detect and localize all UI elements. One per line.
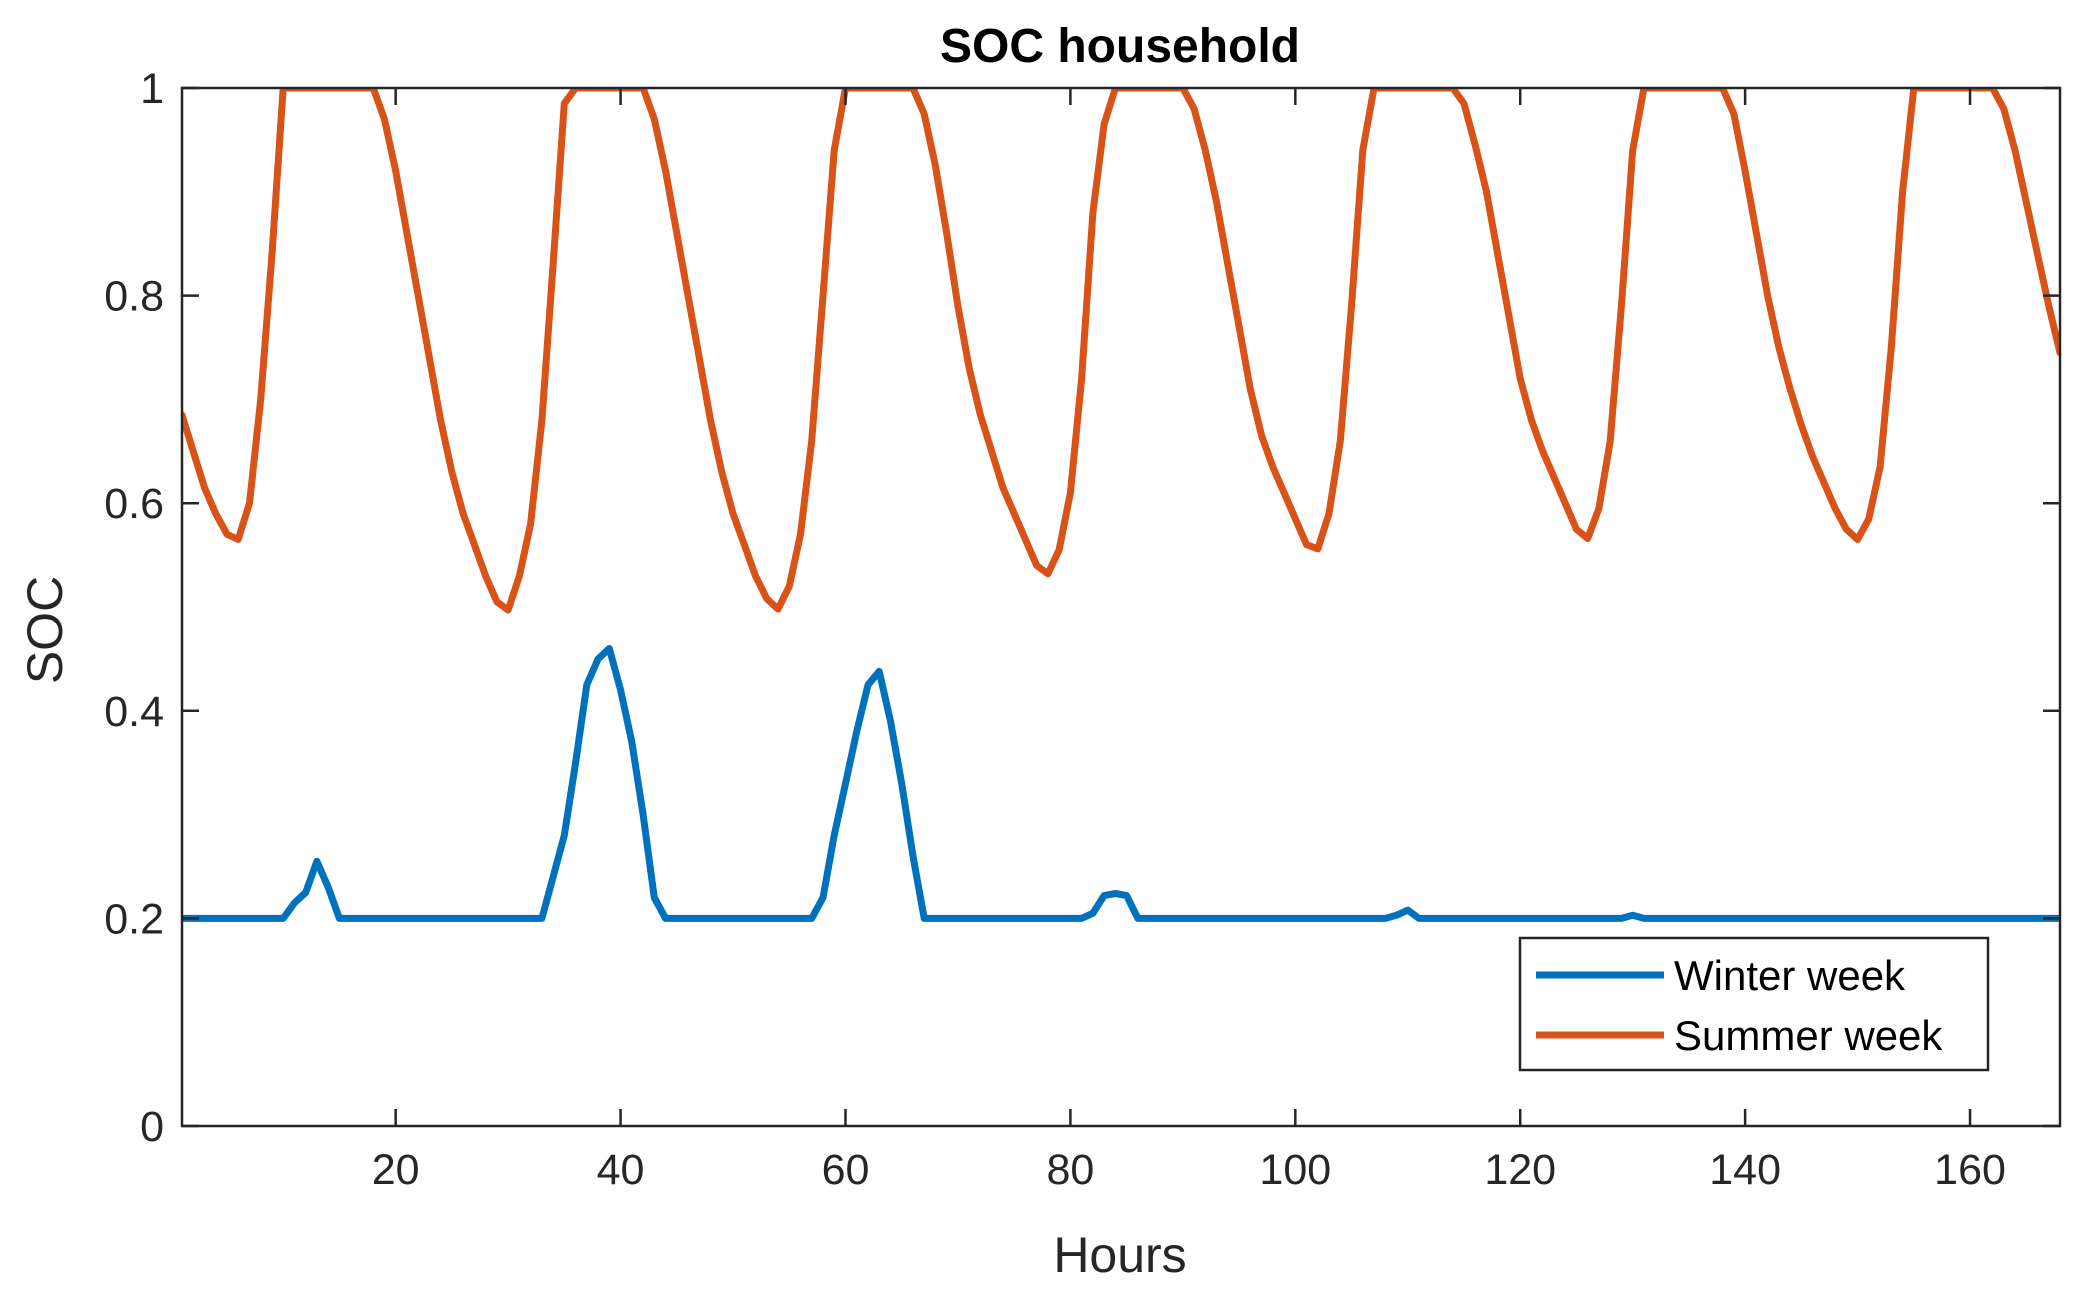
legend-label-winter: Winter week	[1674, 952, 1906, 999]
x-tick-label: 120	[1484, 1146, 1556, 1194]
legend-label-summer: Summer week	[1674, 1012, 1943, 1059]
series-line-summer	[182, 88, 2060, 614]
series-group	[182, 88, 2060, 922]
x-tick-label: 100	[1259, 1146, 1331, 1194]
legend: Winter week Summer week	[1518, 936, 1990, 1072]
x-tick-label: 140	[1709, 1146, 1781, 1194]
series-line-winter	[182, 645, 2060, 922]
y-tick-label: 0.2	[104, 895, 164, 943]
y-tick-label: 0.8	[104, 273, 164, 321]
x-tick-label: 40	[597, 1146, 645, 1194]
y-axis-label: SOC	[17, 576, 73, 684]
x-tick-label: 160	[1934, 1146, 2006, 1194]
plot-layer: 20 40 60 80 100 120 140 160 0 0.2 0.4 0.6 0.8 1 Winter…	[104, 65, 2062, 1194]
y-tick-label: 0.4	[104, 688, 164, 736]
x-tick-label: 80	[1046, 1146, 1094, 1194]
chart-title: SOC household	[940, 20, 1300, 73]
legend-box	[1518, 936, 1990, 1072]
axes-box	[180, 86, 2062, 1128]
x-tick-label: 20	[372, 1146, 420, 1194]
y-tick-label: 1	[140, 65, 164, 113]
x-tick-label: 60	[822, 1146, 870, 1194]
x-axis-label: Hours	[1053, 1227, 1186, 1283]
y-tick-label: 0	[140, 1103, 164, 1151]
y-tick-label: 0.6	[104, 480, 164, 528]
